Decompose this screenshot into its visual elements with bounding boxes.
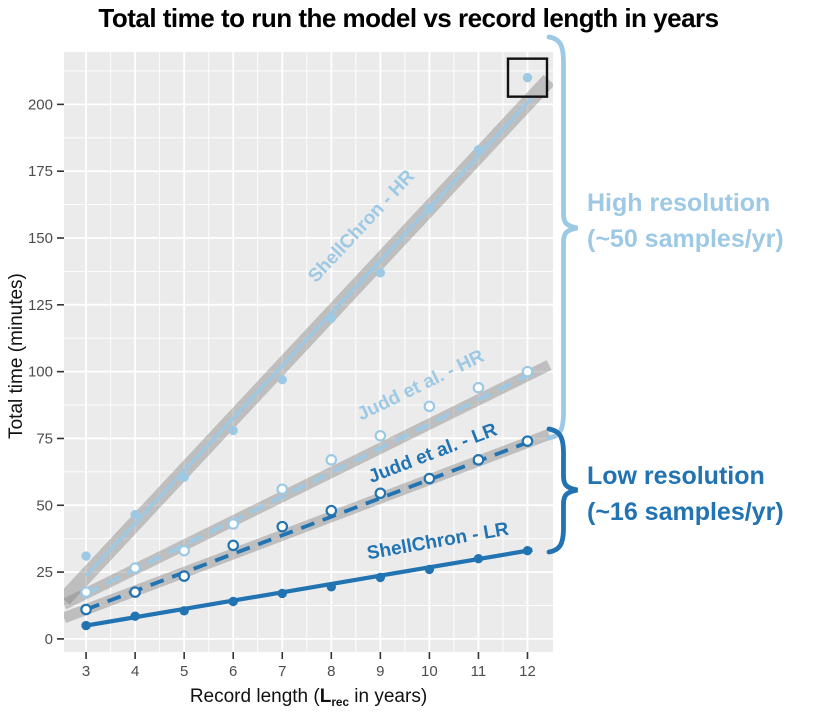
data-point	[423, 400, 436, 413]
chart-title: Total time to run the model vs record le…	[98, 3, 719, 33]
data-point	[473, 145, 484, 155]
data-point	[375, 268, 386, 278]
data-points	[80, 72, 534, 631]
x-tick-label: 6	[229, 663, 237, 680]
x-tick-label: 8	[327, 663, 335, 680]
x-tick-label: 12	[519, 663, 536, 680]
axes: 3 4 5 6 7 8 9 10 11 12 0 25 50 75 100 125 150 175 200	[28, 96, 536, 680]
data-point	[179, 472, 189, 482]
x-tick-label: 7	[278, 663, 286, 680]
y-tick-label: 125	[28, 297, 53, 314]
data-point	[374, 487, 387, 500]
data-point	[424, 564, 435, 575]
data-point	[228, 425, 238, 436]
plot-panel	[64, 52, 553, 652]
data-point	[80, 603, 92, 616]
x-tick-label: 10	[421, 663, 438, 680]
data-point	[227, 539, 240, 552]
data-point	[423, 472, 436, 485]
y-tick-label: 75	[36, 430, 53, 447]
y-tick-label: 25	[36, 564, 53, 581]
gridlines	[64, 52, 553, 652]
data-point	[424, 203, 435, 214]
data-point	[130, 611, 140, 621]
x-axis-title: Record length (Lrec in years)	[64, 686, 553, 710]
data-point	[228, 596, 238, 607]
data-point	[521, 435, 534, 447]
data-point	[129, 562, 141, 574]
trend-line	[85, 440, 529, 612]
data-point	[81, 620, 91, 631]
data-point	[521, 365, 534, 378]
x-axis-title-suffix: in years)	[349, 686, 428, 707]
annotation-high-resolution-line1: High resolution	[587, 189, 771, 217]
x-axis-title-subscript: rec	[331, 696, 350, 710]
y-tick-label: 0	[45, 631, 53, 648]
x-tick-label: 5	[180, 663, 188, 680]
annotation-low-resolution: Low resolution (~16 samples/yr)	[587, 458, 784, 530]
x-tick-label: 9	[376, 663, 384, 680]
data-point	[472, 454, 485, 466]
y-tick-label: 100	[28, 364, 53, 381]
data-point	[277, 588, 287, 599]
y-tick-label: 150	[28, 230, 53, 247]
y-tick-label: 200	[28, 96, 53, 113]
data-point	[81, 551, 91, 561]
highlight-box	[506, 57, 549, 98]
y-axis-title: Total time (minutes)	[6, 273, 27, 439]
data-point	[326, 313, 337, 323]
data-point	[325, 454, 338, 466]
data-point	[374, 429, 387, 442]
annotation-high-resolution-line2: (~50 samples/yr)	[587, 225, 784, 253]
data-point	[178, 570, 190, 582]
data-point	[472, 381, 485, 394]
x-axis-title-symbol: L	[319, 686, 332, 707]
data-point	[227, 518, 240, 530]
x-tick-label: 11	[471, 663, 487, 680]
data-point	[522, 72, 533, 83]
y-tick-label: 175	[28, 163, 53, 180]
data-point	[178, 544, 190, 557]
high-resolution-brace	[546, 34, 578, 441]
trend-line	[85, 547, 533, 628]
trend-lines	[84, 96, 534, 628]
data-point	[276, 483, 289, 496]
trend-line	[85, 373, 529, 596]
low-resolution-brace	[546, 426, 578, 555]
x-tick-label: 4	[131, 663, 139, 680]
annotation-low-resolution-line1: Low resolution	[587, 462, 765, 490]
annotation-low-resolution-line2: (~16 samples/yr)	[587, 498, 784, 526]
data-point	[129, 586, 141, 598]
data-point	[325, 504, 338, 517]
data-point	[473, 554, 484, 564]
x-axis-title-prefix: Record length (	[189, 686, 320, 707]
data-point	[130, 509, 140, 520]
y-tick-label: 50	[36, 497, 53, 514]
x-tick-label: 3	[82, 663, 90, 680]
data-point	[277, 374, 287, 385]
data-point	[179, 606, 189, 616]
data-point	[326, 582, 337, 592]
data-point	[522, 546, 533, 556]
data-point	[80, 586, 92, 598]
trend-line	[84, 96, 534, 577]
data-point	[375, 572, 386, 583]
annotation-high-resolution: High resolution (~50 samples/yr)	[587, 185, 784, 257]
data-point	[276, 520, 289, 533]
